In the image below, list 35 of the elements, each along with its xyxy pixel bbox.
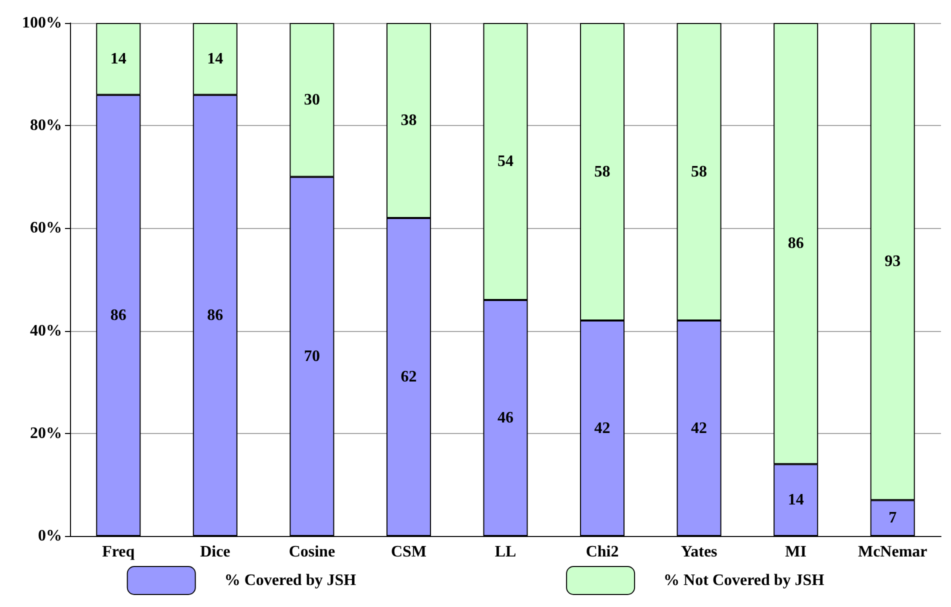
- y-tick-label: 60%: [30, 220, 62, 237]
- data-label: 7: [888, 510, 897, 527]
- x-tick-label: Cosine: [288, 544, 336, 560]
- data-label: 54: [498, 153, 514, 170]
- data-label: 70: [304, 348, 320, 365]
- x-tick-label: MI: [785, 544, 806, 560]
- y-tick-label: 100%: [22, 14, 62, 32]
- data-label: 14: [207, 50, 224, 68]
- data-label: 42: [594, 420, 610, 437]
- data-label: 14: [110, 50, 126, 68]
- y-tick-label: 0%: [38, 528, 62, 544]
- y-tick-label: 40%: [30, 322, 62, 340]
- data-label: 14: [788, 492, 804, 509]
- x-tick-label: Dice: [200, 544, 230, 560]
- x-tick-label: Chi2: [586, 544, 619, 560]
- data-label: 42: [691, 420, 708, 437]
- data-label: 86: [788, 235, 804, 252]
- data-label: 62: [400, 368, 417, 386]
- x-tick-label: LL: [494, 544, 516, 560]
- x-tick-label: CSM: [390, 544, 427, 560]
- y-tick-label: 20%: [30, 424, 62, 442]
- y-tick-label: 80%: [30, 117, 62, 134]
- data-label: 38: [400, 112, 417, 129]
- data-label: 86: [110, 306, 126, 324]
- x-tick-label: Yates: [680, 544, 718, 560]
- data-label: 58: [594, 163, 610, 180]
- x-tick-label: McNemar: [858, 544, 928, 560]
- data-label: 46: [498, 410, 514, 427]
- legend-label: % Covered by JSH: [224, 572, 357, 589]
- data-label: 30: [304, 91, 320, 108]
- legend-label: % Not Covered by JSH: [664, 572, 825, 589]
- data-label: 58: [691, 163, 708, 180]
- x-tick-label: Freq: [102, 544, 135, 560]
- data-label: 93: [884, 253, 901, 270]
- data-label: 86: [207, 306, 224, 324]
